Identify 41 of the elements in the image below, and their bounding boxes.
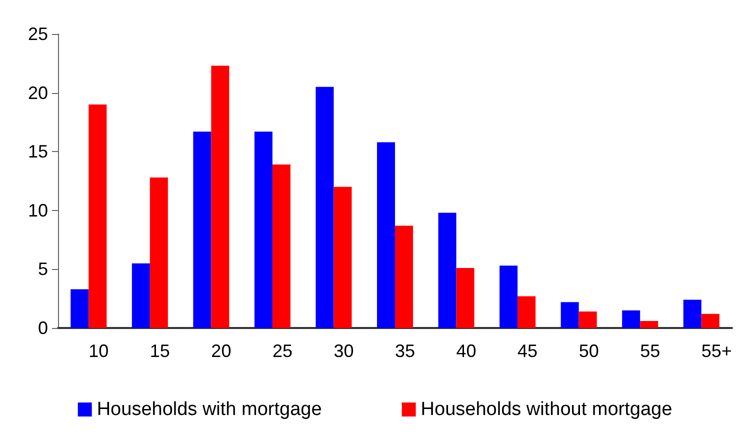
y-tick-label: 15 bbox=[28, 142, 48, 162]
y-tick-label: 25 bbox=[28, 24, 48, 44]
x-tick-label: 55 bbox=[640, 341, 660, 361]
bar bbox=[193, 132, 212, 328]
legend-label: Households without mortgage bbox=[420, 399, 672, 420]
bar bbox=[622, 310, 640, 328]
x-tick-label: 40 bbox=[456, 341, 476, 361]
x-tick-label: 35 bbox=[395, 341, 416, 361]
x-tick-label: 30 bbox=[334, 341, 354, 361]
x-tick-label: 20 bbox=[211, 341, 232, 361]
y-tick-label: 0 bbox=[38, 318, 48, 338]
legend-label: Households with mortgage bbox=[96, 399, 322, 420]
x-tick-label: 10 bbox=[88, 341, 109, 361]
x-tick-label: 25 bbox=[272, 341, 292, 361]
bar bbox=[701, 314, 720, 328]
x-tick-label: 50 bbox=[578, 341, 599, 361]
bar bbox=[377, 142, 395, 328]
y-tick-label: 20 bbox=[28, 82, 48, 103]
bar bbox=[500, 266, 518, 328]
x-tick-label: 45 bbox=[518, 341, 538, 361]
y-tick-label: 5 bbox=[38, 259, 48, 280]
bar bbox=[70, 289, 89, 328]
bar bbox=[211, 66, 230, 328]
x-tick-label: 15 bbox=[150, 341, 170, 361]
x-tick-label: 55+ bbox=[701, 341, 732, 361]
bar bbox=[334, 186, 352, 328]
bar bbox=[640, 320, 658, 328]
bar bbox=[560, 302, 579, 328]
bar bbox=[316, 86, 334, 328]
bar bbox=[150, 177, 168, 328]
bar bbox=[578, 312, 597, 328]
bar bbox=[683, 300, 702, 328]
bar bbox=[456, 268, 474, 328]
bar bbox=[88, 104, 107, 328]
y-tick-label: 10 bbox=[28, 200, 48, 220]
bar bbox=[254, 132, 272, 328]
bar bbox=[395, 226, 413, 328]
bar bbox=[438, 212, 456, 328]
bar bbox=[132, 263, 150, 328]
bar bbox=[518, 296, 536, 328]
bar bbox=[272, 164, 290, 328]
